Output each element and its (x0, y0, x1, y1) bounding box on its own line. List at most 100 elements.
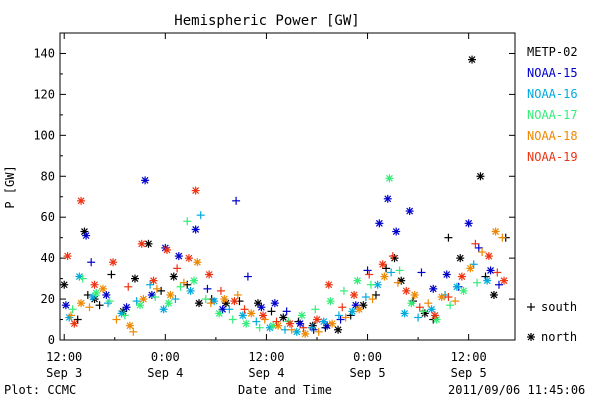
data-point-north (429, 284, 438, 293)
data-point-south (206, 299, 215, 308)
marker-stroke (269, 322, 277, 330)
data-point-south (371, 290, 380, 299)
marker-stroke (406, 207, 414, 215)
data-point-south (382, 264, 391, 273)
data-points (60, 55, 510, 338)
marker-stroke (487, 266, 494, 274)
series-noaa-18 (66, 227, 507, 338)
data-point-north (378, 260, 387, 269)
data-point-south (494, 280, 503, 289)
data-point-north (274, 321, 283, 330)
marker-stroke (456, 254, 464, 262)
data-point-north (484, 252, 493, 261)
data-point-south (120, 311, 129, 320)
data-point-north (308, 321, 317, 330)
data-point-north (186, 286, 195, 295)
data-point-north (163, 245, 172, 254)
data-point-north (464, 219, 473, 228)
marker-stroke (187, 287, 195, 295)
x-tick-date: Sep 4 (147, 366, 183, 380)
data-point-north (452, 282, 461, 291)
data-point-north (82, 231, 91, 240)
y-tick-label: 120 (33, 87, 55, 101)
data-point-south (146, 280, 155, 289)
marker-stroke (220, 295, 228, 303)
marker-stroke (379, 260, 387, 268)
x-tick-date: Sep 5 (349, 366, 385, 380)
data-point-south (68, 305, 77, 314)
data-point-south (78, 274, 87, 283)
data-point-north (191, 225, 200, 234)
footer-plot-credit: Plot: CCMC (4, 383, 76, 397)
data-point-north (141, 176, 150, 185)
marker-stroke (485, 252, 493, 260)
marker-stroke (298, 312, 306, 319)
marker-stroke (99, 285, 107, 293)
data-point-south (299, 323, 308, 332)
data-point-north (139, 295, 148, 304)
data-point-north (149, 276, 158, 285)
data-point-north (457, 272, 466, 281)
data-point-north (392, 227, 401, 236)
marker-stroke (375, 219, 383, 227)
data-point-north (254, 299, 263, 308)
marker-stroke (301, 330, 309, 338)
data-point-south (228, 315, 237, 324)
legend: METP-02 NOAA-15 NOAA-16 NOAA-17 NOAA-18 NOAA-… (527, 45, 578, 164)
data-point-north (489, 290, 498, 299)
data-point-north (420, 309, 429, 318)
data-point-north (247, 309, 256, 318)
series-noaa-16 (65, 211, 492, 336)
marker-stroke (239, 312, 247, 319)
marker-stroke (215, 309, 223, 317)
marker-legend-label: north (541, 330, 577, 344)
data-point-south (336, 315, 345, 324)
marker-stroke (126, 322, 134, 330)
marker-stroke (527, 333, 535, 341)
data-point-south (441, 290, 450, 299)
data-point-south (95, 301, 104, 310)
marker-stroke (429, 285, 437, 293)
data-point-north (195, 299, 204, 308)
marker-stroke (490, 291, 498, 299)
marker-stroke (175, 252, 183, 260)
data-point-north (189, 276, 198, 285)
data-point-south (417, 268, 426, 277)
data-point-north (328, 319, 337, 328)
y-tick-label: 60 (41, 210, 55, 224)
marker-stroke (148, 291, 156, 299)
marker-stroke (431, 312, 439, 319)
marker-stroke (62, 301, 70, 309)
data-point-south (493, 268, 502, 277)
data-point-south (112, 315, 121, 324)
data-point-south (280, 325, 289, 334)
data-point-north (442, 270, 451, 279)
data-point-south (444, 233, 453, 242)
data-point-north (159, 305, 168, 314)
footer-timestamp: 2011/09/06 11:45:06 (448, 383, 585, 397)
marker-stroke (271, 299, 279, 307)
marker-stroke (259, 312, 267, 319)
x-tick-time: 12:00 (248, 350, 284, 364)
data-point-north (380, 272, 389, 281)
y-tick-label: 0 (48, 333, 55, 347)
marker-stroke (60, 281, 68, 289)
marker-stroke (123, 303, 130, 311)
marker-stroke (165, 299, 173, 307)
data-point-north (348, 307, 357, 316)
data-point-south (255, 323, 264, 332)
data-point-south (157, 286, 166, 295)
data-point-north (259, 311, 268, 320)
data-point-south (183, 217, 192, 226)
data-point-south (307, 323, 316, 332)
data-point-south (365, 270, 374, 279)
marker-stroke (193, 258, 201, 266)
marker-stroke (334, 326, 342, 334)
marker-stroke (325, 281, 333, 289)
data-point-south (252, 317, 261, 326)
data-point-south (132, 297, 141, 306)
marker-legend-label: south (541, 300, 577, 314)
data-point-south (232, 196, 241, 205)
data-point-south (368, 295, 377, 304)
data-point-north (385, 174, 394, 183)
